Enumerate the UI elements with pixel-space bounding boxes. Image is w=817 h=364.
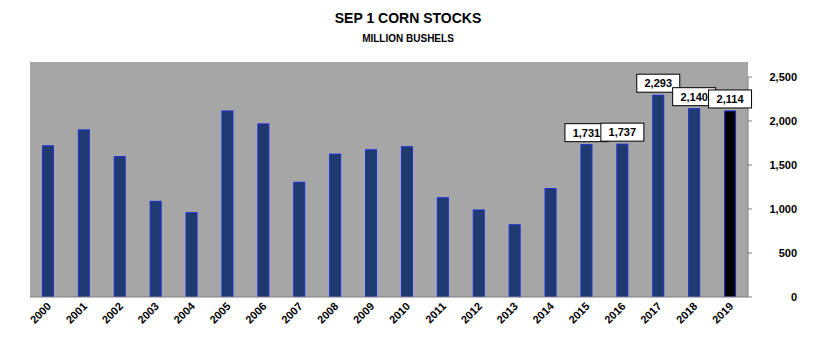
y-tick [748,209,752,210]
bars [42,95,735,297]
bar [545,189,556,297]
bar [42,146,53,297]
labels: 1,731 1,737 2,293 2,140 2,114 [565,74,752,141]
chart: SEP 1 CORN STOCKS MILLION BUSHELS 0 500 1,00… [0,0,817,364]
data-label: 2,114 [717,93,745,105]
y-tick [748,253,752,254]
x-tick-label: 2005 [207,300,233,326]
x-tick-label: 2002 [99,300,125,326]
data-label: 1,731 [573,127,601,139]
data-label-box [709,90,752,108]
x-tick-label: 2019 [710,300,736,326]
x-tick-label: 2001 [63,300,89,326]
bar [294,182,305,297]
bar [437,198,448,297]
bar [509,225,520,297]
y-tick-label: 2,000 [769,115,797,127]
x-tick-label: 2007 [279,300,305,326]
bar [366,150,377,297]
y-axis [748,77,749,297]
data-label: 2,293 [644,77,672,89]
x-tick-label: 2018 [674,300,700,326]
bar [581,145,592,297]
bar [653,95,664,297]
y-tick [748,77,752,78]
bar [401,147,412,297]
x-tick-label: 2010 [387,300,413,326]
data-label-box [601,123,644,141]
x-axis [30,297,748,298]
subtitle: MILLION BUSHELS [362,33,454,44]
title: SEP 1 CORN STOCKS [335,10,482,26]
x-tick-label: 2017 [638,300,664,326]
bar [186,213,197,297]
x-tick-label: 2014 [530,299,556,325]
plot-area [30,62,748,297]
bar [78,130,89,297]
x-tick-label: 2012 [458,300,484,326]
bar [222,111,233,297]
x-tick-label: 2013 [494,300,520,326]
bar [114,157,125,297]
x-tick-label: 2006 [243,300,269,326]
x-tick-label: 2009 [351,300,377,326]
x-tick-label: 2004 [171,299,197,325]
y-tick-label: 0 [791,291,797,303]
y-tick-label: 500 [779,247,797,259]
bar [689,109,700,297]
x-tick-label: 2003 [135,300,161,326]
bar [330,154,341,297]
y-tick-label: 1,000 [769,203,797,215]
bar [725,111,736,297]
x-tick-label: 2000 [28,300,54,326]
x-tick-label: 2016 [602,300,628,326]
x-tick-label: 2008 [315,300,341,326]
data-label: 2,140 [680,91,708,103]
bar [473,210,484,297]
y-tick-label: 1,500 [769,159,797,171]
data-label: 1,737 [609,126,637,138]
x-tick-label: 2011 [423,300,448,325]
bar [258,124,269,297]
y-tick-label: 2,500 [769,71,797,83]
bar [150,201,161,297]
x-tick-label: 2015 [566,300,592,326]
y-tick [748,165,752,166]
y-tick [748,121,752,122]
y-tick [748,297,752,298]
bar [617,144,628,297]
